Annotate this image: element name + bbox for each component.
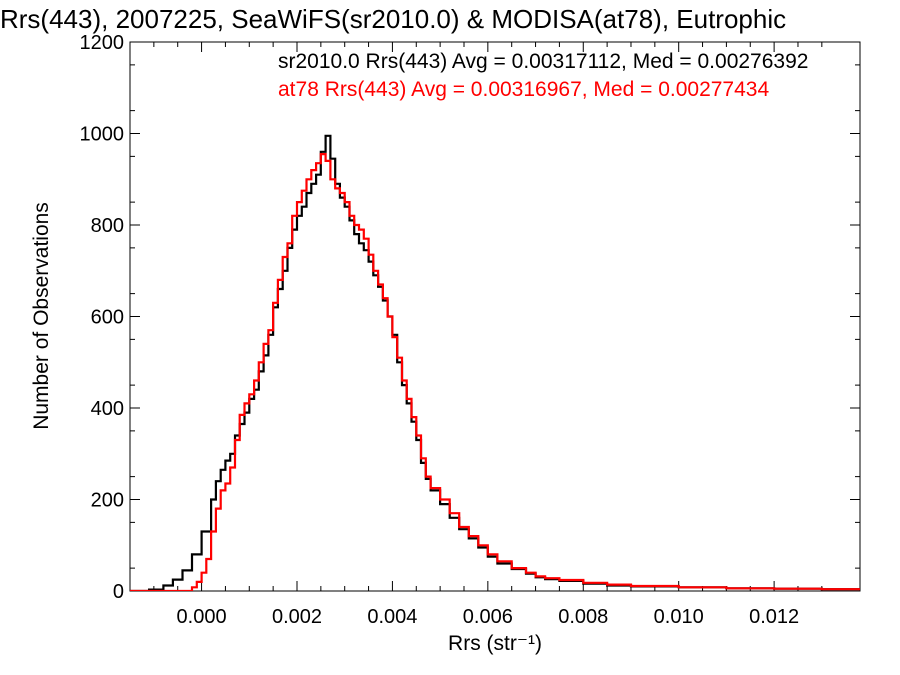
- x-tick-label: 0.002: [272, 606, 322, 628]
- x-axis: 0.000 0.002 0.004 0.006 0.008 0.010 0.012: [153, 42, 823, 628]
- y-tick-label: 0: [113, 581, 124, 603]
- x-tick-label: 0.010: [654, 606, 704, 628]
- y-tick-label: 400: [91, 398, 124, 420]
- series-at78-line: [130, 153, 860, 591]
- annotation-at78: at78 Rrs(443) Avg = 0.00316967, Med = 0.…: [278, 78, 769, 101]
- y-tick-label: 200: [91, 490, 124, 512]
- y-axis: 0 200 400 600 800 1000 1200: [80, 32, 860, 603]
- x-tick-label: 0.004: [367, 606, 417, 628]
- plot-frame: [129, 41, 861, 592]
- y-tick-label: 1000: [80, 124, 125, 146]
- x-tick-label: 0.008: [558, 606, 608, 628]
- x-tick-label: 0.000: [177, 606, 227, 628]
- y-axis-label: Number of Observations: [30, 202, 53, 430]
- x-tick-label: 0.006: [463, 606, 513, 628]
- y-tick-label: 1200: [80, 32, 125, 54]
- x-tick-label: 0.012: [749, 606, 799, 628]
- y-tick-label: 800: [91, 215, 124, 237]
- series-sr2010-line: [130, 134, 860, 591]
- chart-title: Rrs(443), 2007225, SeaWiFS(sr2010.0) & M…: [0, 4, 786, 34]
- x-axis-label: Rrs (str⁻¹): [448, 632, 542, 655]
- series-layer: [130, 134, 860, 591]
- annotation-sr2010: sr2010.0 Rrs(443) Avg = 0.00317112, Med …: [278, 50, 808, 73]
- y-tick-label: 600: [91, 307, 124, 329]
